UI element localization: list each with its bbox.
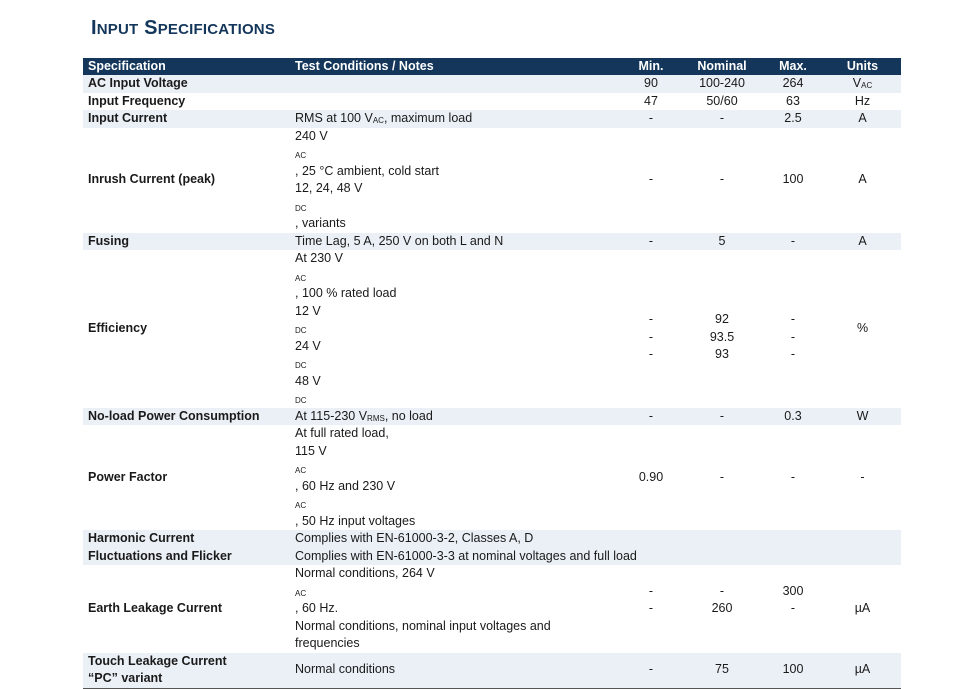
test-conditions: 240 V AC, 25 °C ambient, cold start 12, 2… [295, 128, 439, 231]
spec-name: Power Factor [88, 469, 168, 484]
spec-name: Efficiency [88, 321, 148, 335]
test-conditions: Normal conditions [290, 652, 620, 689]
nominal-value: 92 93.5 93 [709, 312, 735, 362]
page-title: INPUT SPECIFICATIONS [91, 17, 276, 39]
nominal-value: - [682, 407, 762, 425]
nominal-value: -260 [711, 583, 733, 616]
max-value: 264 [762, 75, 824, 93]
header-min: Min. [620, 58, 682, 75]
nominal-value: 100-240 [682, 75, 762, 93]
nominal-value: - [719, 469, 725, 484]
table-header-row: Specification Test Conditions / Notes Mi… [83, 58, 901, 75]
table-row-efficiency: Efficiency At 230 V AC, 100 % rated load … [83, 250, 901, 408]
header-specification: Specification [83, 58, 290, 75]
min-value: - [620, 110, 682, 128]
table-row-earth-leakage: Earth Leakage Current Normal conditions,… [83, 565, 901, 653]
min-value: --- [648, 312, 654, 362]
units-value: - [860, 469, 865, 484]
table-row-fusing: Fusing Time Lag, 5 A, 250 V on both L an… [83, 232, 901, 250]
nominal-value: - [682, 110, 762, 128]
max-value: 100 [782, 172, 804, 187]
units-value: W [824, 407, 901, 425]
units-value: µA [854, 601, 871, 615]
min-value: - [648, 172, 654, 187]
max-value: 0.3 [762, 407, 824, 425]
spec-name: AC Input Voltage [83, 75, 290, 93]
units-value: A [824, 110, 901, 128]
header-units: Units [824, 58, 901, 75]
max-value: 2.5 [762, 110, 824, 128]
min-value: 0.90 [638, 469, 664, 484]
nominal-value: - [719, 172, 725, 187]
table-row-power-factor: Power Factor At full rated load, 115 V AC… [83, 425, 901, 530]
spec-name: Input Frequency [88, 93, 186, 108]
min-value: 90 [620, 75, 682, 93]
nominal-value: 50/60 [706, 93, 738, 108]
spec-name: Earth Leakage Current [88, 601, 223, 615]
units-value: % [856, 321, 869, 335]
max-value: - [790, 469, 796, 484]
header-nominal: Nominal [682, 58, 762, 75]
spec-name: Touch Leakage Current “PC” variant [83, 652, 290, 689]
test-conditions: RMS at 100 VAC, maximum load [290, 110, 620, 128]
spec-name: Input Current [83, 110, 290, 128]
max-value: 300- [782, 583, 804, 616]
header-test-conditions: Test Conditions / Notes [290, 58, 620, 75]
test-conditions: Normal conditions, 264 V AC, 60 Hz. Norma… [295, 566, 551, 650]
test-conditions: At 230 V AC, 100 % rated load 12 V DC 24 V… [295, 251, 397, 405]
units-value: Hz [854, 93, 871, 108]
table-row-input-current: Input Current RMS at 100 VAC, maximum lo… [83, 110, 901, 128]
spec-name: Harmonic Current Fluctuations and Flicke… [83, 530, 290, 565]
max-value: - [762, 232, 824, 250]
units-value: µA [824, 652, 901, 689]
table-row-touch-leakage: Touch Leakage Current “PC” variant Norma… [83, 652, 901, 689]
test-conditions: Time Lag, 5 A, 250 V on both L and N [290, 232, 620, 250]
spec-name: Fusing [83, 232, 290, 250]
min-value: - [620, 652, 682, 689]
table-row-inrush-current: Inrush Current (peak) 240 V AC, 25 °C amb… [83, 128, 901, 233]
spec-name: No-load Power Consumption [83, 407, 290, 425]
max-value: 63 [786, 93, 800, 108]
table-row-harmonic-current: Harmonic Current Fluctuations and Flicke… [83, 530, 901, 565]
test-conditions: Complies with EN-61000-3-2, Classes A, D… [290, 530, 901, 565]
min-value: -- [648, 583, 654, 616]
units-value: A [858, 172, 867, 187]
test-conditions [290, 93, 620, 111]
max-value: --- [790, 312, 796, 362]
table-row-no-load-power: No-load Power Consumption At 115-230 VRM… [83, 407, 901, 425]
units-value: A [824, 232, 901, 250]
table-row-ac-input-voltage: AC Input Voltage 90 100-240 264 VAC [83, 75, 901, 93]
units-value: VAC [824, 75, 901, 93]
input-specifications-table: Specification Test Conditions / Notes Mi… [83, 58, 901, 689]
spec-name: Inrush Current (peak) [88, 172, 216, 187]
min-value: - [620, 232, 682, 250]
table-row-input-frequency: Input Frequency 47 50/60 63 Hz [83, 93, 901, 111]
max-value: 100 [762, 652, 824, 689]
test-conditions [290, 75, 620, 93]
test-conditions: At full rated load, 115 V AC, 60 Hz and 2… [295, 426, 416, 528]
min-value: 47 [644, 93, 658, 108]
nominal-value: 5 [682, 232, 762, 250]
test-conditions: At 115-230 VRMS, no load [290, 407, 620, 425]
min-value: - [620, 407, 682, 425]
nominal-value: 75 [682, 652, 762, 689]
header-max: Max. [762, 58, 824, 75]
